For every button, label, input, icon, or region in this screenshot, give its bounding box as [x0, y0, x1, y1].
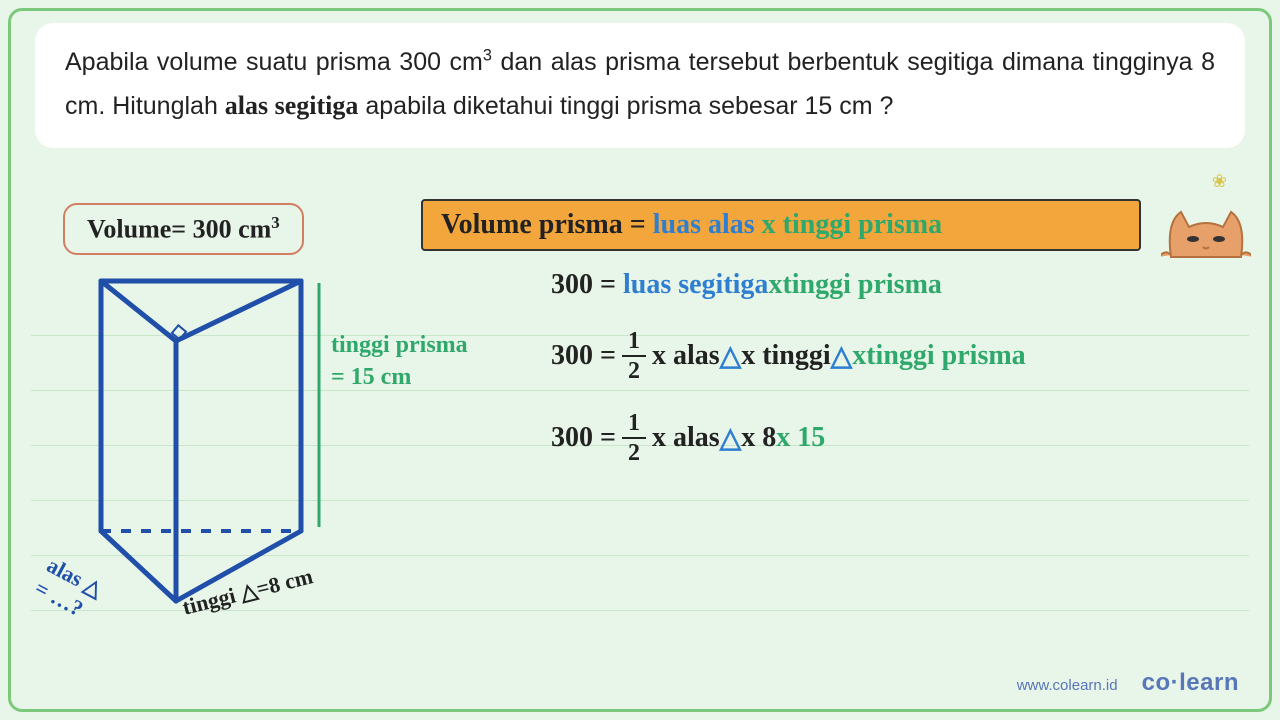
w1-x: x — [768, 269, 782, 301]
brand-dot: · — [1171, 669, 1180, 696]
work-line-1: 300 = luas segitiga x tinggi prisma — [551, 269, 1251, 301]
tinggi-prisma-text: tinggi prisma — [331, 332, 468, 358]
brand-a: co — [1142, 669, 1171, 696]
work-line-2: 300 = 1 2 x alas△ x tinggi △ x tinggi pr… — [551, 329, 1251, 383]
question-sup: 3 — [483, 47, 492, 65]
sprout-icon: ❀ — [1212, 171, 1227, 192]
formula-lhs: Volume prisma = — [441, 209, 653, 240]
frac1-num: 1 — [622, 329, 646, 357]
work-line-3: 300 = 1 2 x alas △ x 8 x 15 — [551, 411, 1251, 465]
delta-icon-3: △ — [720, 421, 742, 455]
w1-lhs: 300 = — [551, 269, 616, 301]
prism-diagram: tinggi prisma = 15 cm alas △ = …? tinggi… — [31, 261, 431, 681]
volume-sup: 3 — [271, 213, 279, 232]
w1-b: tinggi prisma — [782, 269, 941, 301]
w2-c: x — [852, 340, 866, 372]
cat-mascot — [1161, 197, 1251, 259]
page-frame: Apabila volume suatu prisma 300 cm3 dan … — [8, 8, 1272, 712]
brand-logo: co·learn — [1142, 669, 1239, 697]
frac2-den: 2 — [628, 439, 640, 465]
frac2-num: 1 — [622, 411, 646, 439]
formula-term1: luas alas — [653, 209, 755, 240]
formula-term2: tinggi prisma — [783, 209, 942, 240]
formula-box: Volume prisma = luas alas x tinggi prism… — [421, 199, 1141, 251]
w2-b: x tinggi — [741, 340, 830, 372]
footer-url: www.colearn.id — [1017, 677, 1118, 694]
w3-a: x alas — [652, 422, 720, 454]
footer: www.colearn.id co·learn — [1017, 669, 1239, 697]
question-box: Apabila volume suatu prisma 300 cm3 dan … — [35, 23, 1245, 148]
w2-lhs: 300 = — [551, 340, 616, 372]
volume-box: Volume= 300 cm3 — [63, 203, 304, 255]
w1-a: luas segitiga — [623, 269, 768, 301]
brand-b: learn — [1179, 669, 1239, 696]
delta-icon-1: △ — [720, 339, 742, 373]
tinggi-prisma-value: = 15 cm — [331, 364, 411, 390]
w3-lhs: 300 = — [551, 422, 616, 454]
w2-d: tinggi prisma — [866, 340, 1025, 372]
question-insert: alas segitiga — [225, 91, 359, 120]
w2-a: x alas — [652, 340, 720, 372]
w3-c: x 15 — [776, 422, 825, 454]
question-text-3: apabila diketahui tinggi prisma sebesar … — [365, 92, 893, 120]
question-text-1: Apabila volume suatu prisma 300 cm — [65, 48, 483, 76]
volume-label: Volume= 300 cm — [87, 215, 271, 244]
tinggi-prisma-label: tinggi prisma = 15 cm — [331, 329, 501, 394]
fraction-half-2: 1 2 — [622, 411, 646, 465]
frac1-den: 2 — [628, 357, 640, 383]
w3-b: x 8 — [741, 422, 776, 454]
workings: 300 = luas segitiga x tinggi prisma 300 … — [551, 269, 1251, 493]
delta-icon-2: △ — [831, 339, 853, 373]
fraction-half-1: 1 2 — [622, 329, 646, 383]
formula-times: x — [762, 209, 783, 240]
